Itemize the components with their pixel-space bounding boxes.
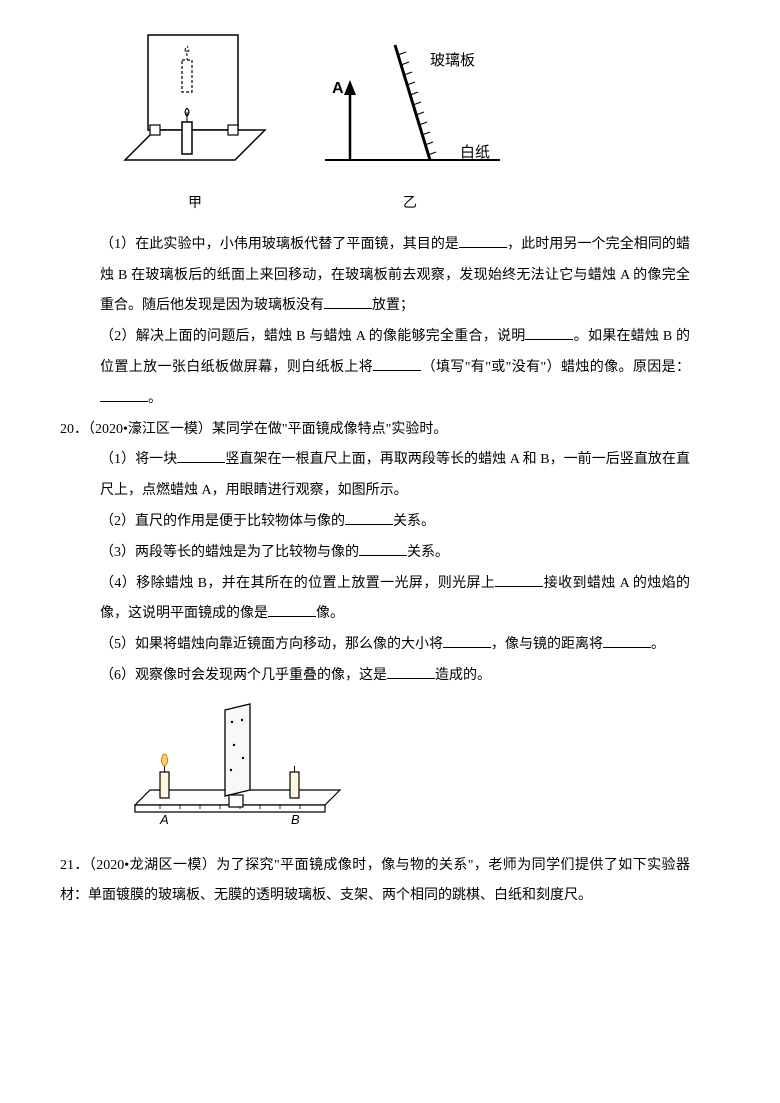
blank[interactable] [359,541,407,556]
figure-yi-label: 乙 [403,189,417,220]
figure-yi: A 玻璃板 白纸 乙 [310,30,510,220]
q19-part2: （2）解决上面的问题后，蜡烛 B 与蜡烛 A 的像能够完全重合，说明。如果在蜡烛… [100,322,690,414]
q19-p1-a: （1）在此实验中，小伟用玻璃板代替了平面镜，其目的是 [100,237,459,252]
q20-p5-a: （5）如果将蜡烛向靠近镜面方向移动，那么像的大小将 [100,637,443,652]
blank[interactable] [268,602,316,617]
blank[interactable] [459,233,507,248]
q20-p1-a: （1）将一块 [100,452,177,467]
blank[interactable] [100,387,148,402]
q20-p2-b: 关系。 [393,514,435,529]
q20-p6-b: 造成的。 [435,668,491,683]
label-glass: 玻璃板 [430,51,475,69]
blank[interactable] [324,294,372,309]
figure-jia-label: 甲 [188,189,202,220]
svg-text:B: B [291,812,300,827]
blank[interactable] [443,633,491,648]
q20-src: （2020•濠江区一模）某同学在做"平面镜成像特点"实验时。 [88,422,447,437]
q20-p3-b: 关系。 [407,545,449,560]
q20-p6-a: （6）观察像时会发现两个几乎重叠的像，这是 [100,668,387,683]
figure-row-jia-yi: 甲 [120,30,690,220]
q20-p3-a: （3）两段等长的蜡烛是为了比较物与像的 [100,545,359,560]
q19-p2-a: （2）解决上面的问题后，蜡烛 B 与蜡烛 A 的像能够完全重合，说明 [100,329,525,344]
q20-part3: （3）两段等长的蜡烛是为了比较物与像的 关系。 [100,538,690,569]
blank[interactable] [345,510,393,525]
q21-src: （2020•龙湖区一模）为了探究"平面镜成像时，像与物的关系"，老师为同学们提供… [60,858,690,904]
q21-num: 21． [60,858,89,873]
q20-num: 20． [60,422,88,437]
q19-part1: （1）在此实验中，小伟用玻璃板代替了平面镜，其目的是，此时用另一个完全相同的蜡烛… [100,230,690,322]
q20-p4-a: （4）移除蜡烛 B，并在其所在的位置上放置一光屏，则光屏上 [100,576,495,591]
q20-header: 20．（2020•濠江区一模）某同学在做"平面镜成像特点"实验时。 [60,415,690,446]
figure-yi-svg: A 玻璃板 白纸 [310,30,510,185]
label-A: A [332,80,344,97]
q20-p5-b: ，像与镜的距离将 [491,637,603,652]
blank[interactable] [603,633,651,648]
q20-part5: （5）如果将蜡烛向靠近镜面方向移动，那么像的大小将 ，像与镜的距离将 。 [100,630,690,661]
q20-part1: （1）将一块竖直架在一根直尺上面，再取两段等长的蜡烛 A 和 B，一前一后竖直放… [100,445,690,507]
q20-figure-svg: A B [130,700,350,830]
q19-p1-c: 放置； [372,298,414,313]
blank[interactable] [177,448,225,463]
q20-p5-c: 。 [651,637,665,652]
svg-text:A: A [159,812,169,827]
q20-p2-a: （2）直尺的作用是便于比较物体与像的 [100,514,345,529]
blank[interactable] [495,572,543,587]
q21-header: 21．（2020•龙湖区一模）为了探究"平面镜成像时，像与物的关系"，老师为同学… [60,851,690,913]
q19-p2-d: 。 [148,391,162,406]
blank[interactable] [525,325,573,340]
blank[interactable] [387,664,435,679]
q20-part4: （4）移除蜡烛 B，并在其所在的位置上放置一光屏，则光屏上接收到蜡烛 A 的烛焰… [100,569,690,631]
q20-figure: A B [130,700,690,843]
figure-jia-svg [120,30,270,185]
label-paper: 白纸 [460,144,490,161]
q20-part6: （6）观察像时会发现两个几乎重叠的像，这是 造成的。 [100,661,690,692]
figure-jia: 甲 [120,30,270,220]
q20-part2: （2）直尺的作用是便于比较物体与像的 关系。 [100,507,690,538]
q20-p4-c: 像。 [316,606,344,621]
blank[interactable] [373,356,421,371]
q19-p2-c: （填写"有"或"没有"）蜡烛的像。原因是： [421,360,690,375]
